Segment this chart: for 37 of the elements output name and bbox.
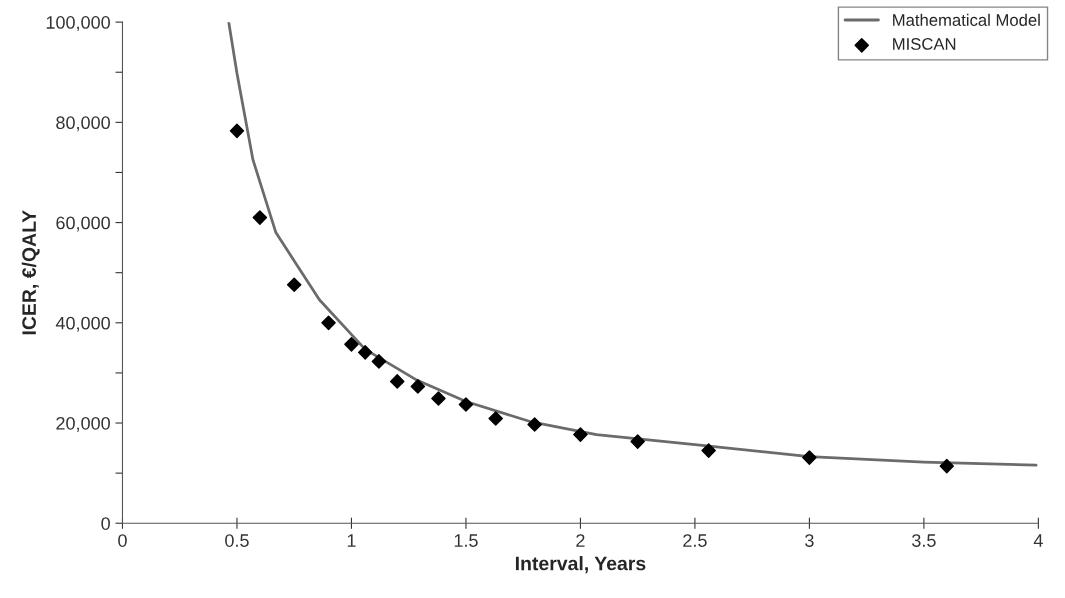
point <box>286 277 302 292</box>
point <box>573 427 588 442</box>
point <box>321 315 336 331</box>
x-axis-title: Interval, Years <box>515 556 646 574</box>
point <box>488 411 503 426</box>
y-tick-label: 100,000 <box>46 16 110 31</box>
legend-label: MISCAN <box>893 38 956 50</box>
x-tick-label: 0 <box>118 534 127 547</box>
point <box>527 417 542 432</box>
x-tick-label: 2 <box>576 534 585 547</box>
point <box>410 379 426 394</box>
point <box>229 123 245 139</box>
x-tick-label: 4 <box>1033 534 1043 547</box>
point <box>939 458 955 474</box>
point <box>802 450 817 465</box>
point <box>630 434 645 449</box>
y-tick-label: 80,000 <box>56 116 110 132</box>
x-tick-label: 2.5 <box>683 534 707 547</box>
point <box>458 397 474 412</box>
y-tick-label: 20,000 <box>56 416 110 432</box>
point <box>431 391 446 406</box>
x-tick-label: 3.5 <box>912 534 936 547</box>
x-tick-label: 0.5 <box>225 534 249 547</box>
y-tick-label: 60,000 <box>56 216 110 232</box>
x-tick-label: 1.5 <box>454 534 478 547</box>
point <box>252 210 268 225</box>
point <box>357 345 373 360</box>
point <box>371 354 387 369</box>
y-tick-label: 0 <box>101 517 110 530</box>
legend-label: Mathematical Model <box>893 13 1040 26</box>
point <box>389 374 405 389</box>
y-axis-title: ICER, €/QALY <box>21 210 40 335</box>
x-tick-label: 3 <box>805 534 814 547</box>
point <box>701 443 716 458</box>
y-tick-label: 40,000 <box>55 316 110 332</box>
x-tick-label: 1 <box>347 534 356 547</box>
point <box>344 337 359 352</box>
